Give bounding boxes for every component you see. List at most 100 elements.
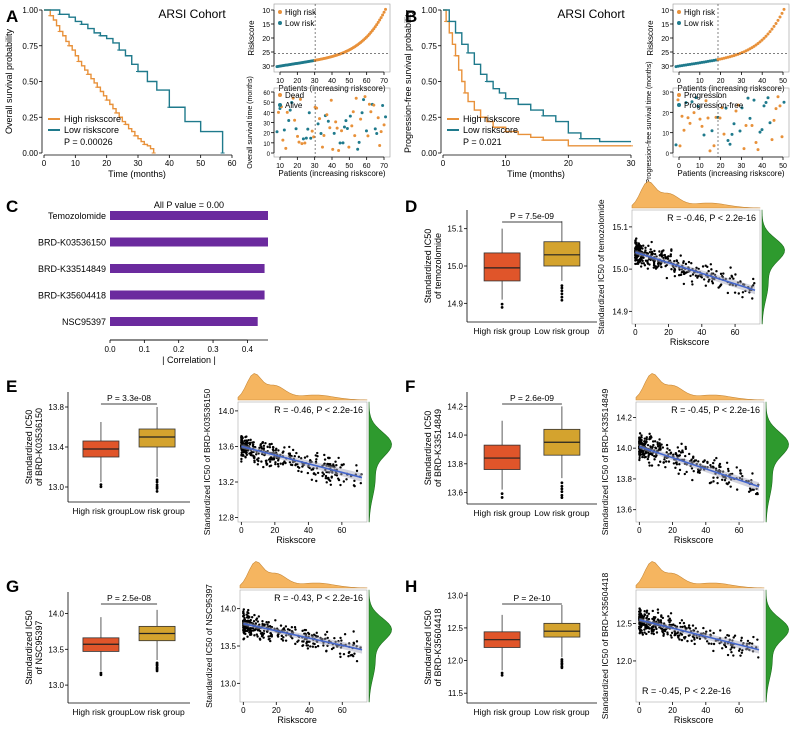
scatter-point — [248, 441, 252, 445]
status-point — [702, 133, 706, 137]
scatter-point — [681, 625, 684, 629]
scatter-point — [261, 622, 264, 626]
status-point — [301, 137, 305, 141]
scatter-point — [661, 629, 664, 633]
scatter-point — [660, 614, 663, 617]
status-point — [284, 146, 288, 150]
scatter-point — [673, 267, 676, 270]
sc-x-label: Riskscore — [276, 535, 316, 545]
scatter-point — [730, 646, 734, 649]
time-x-tick-label: 10 — [276, 163, 284, 170]
scatter-point — [253, 628, 256, 632]
scatter-point — [694, 627, 698, 630]
sc-y-tick-label: 13.6 — [218, 442, 234, 451]
sc-x-tick-label: 40 — [305, 706, 314, 715]
scatter-point — [649, 437, 652, 440]
scatter-point — [260, 460, 263, 463]
scatter-point — [694, 274, 698, 277]
time-x-tick-label: 40 — [758, 163, 766, 170]
scatter-point — [661, 254, 665, 257]
scatter-point — [300, 470, 303, 474]
scatter-point — [647, 617, 651, 621]
scatter-point — [657, 264, 660, 268]
scatter-point — [689, 274, 692, 278]
box-y-label-2: of temozolomide — [433, 233, 443, 299]
scatter-point — [716, 476, 719, 479]
km-y-tick-label: 0.25 — [22, 113, 38, 122]
box-y-tick-label: 11.5 — [448, 689, 464, 698]
panel-letter-C: C — [6, 197, 18, 216]
scatter-point — [255, 453, 258, 456]
km-y-tick-label: 0.50 — [22, 78, 38, 87]
scatter-point — [355, 469, 359, 473]
scatter-point — [648, 464, 651, 467]
legend-high-label: High riskscore — [463, 114, 520, 124]
scatter-point — [654, 625, 657, 629]
status-point — [307, 111, 311, 115]
scatter-point — [268, 624, 272, 628]
scatter-point — [690, 262, 693, 265]
box-p-value: P = 2.6e-09 — [510, 393, 554, 403]
scatter-point — [707, 642, 711, 645]
status-point — [680, 114, 684, 118]
status-point — [322, 133, 326, 137]
scatter-point — [691, 624, 695, 627]
scatter-point — [665, 276, 669, 280]
scatter-point — [712, 642, 716, 646]
status-point — [758, 130, 762, 134]
box-category-label: High risk group — [474, 508, 531, 518]
scatter-point — [645, 609, 649, 612]
time-x-tick-label: 60 — [363, 163, 371, 170]
scatter-point — [673, 270, 676, 274]
scatter-point — [242, 608, 246, 611]
status-point — [688, 121, 692, 125]
status-point — [704, 99, 708, 103]
time-y-tick-label: 50 — [263, 101, 270, 107]
km-p-value: P = 0.021 — [463, 137, 502, 147]
scatter-point — [638, 436, 641, 439]
scatter-point — [277, 449, 280, 452]
sc-y-label: Standardized IC50 of temozolomide — [596, 199, 606, 334]
time-x-tick-label: 30 — [311, 163, 319, 170]
scatter-point — [643, 442, 647, 446]
status-point — [730, 132, 734, 136]
scatter-point — [281, 463, 285, 466]
scatter-point — [350, 653, 354, 657]
scatter-point — [710, 280, 714, 283]
status-point — [326, 119, 330, 123]
cohort-title: ARSI Cohort — [158, 7, 226, 21]
scatter-point — [638, 456, 641, 460]
time-x-tick-label: 50 — [345, 163, 353, 170]
scatter-point — [675, 259, 678, 262]
status-point — [776, 95, 780, 99]
status-point — [756, 148, 760, 152]
scatter-point — [684, 271, 688, 274]
scatter-point — [671, 623, 675, 627]
status-point — [298, 97, 302, 101]
sc-x-tick-label: 20 — [272, 706, 281, 715]
scatter-point — [312, 472, 316, 475]
rs-y-tick-label: 25 — [661, 50, 669, 57]
scatter-point — [727, 481, 731, 484]
scatter-point — [741, 474, 744, 478]
scatter-point — [353, 652, 356, 655]
km-curve-high — [443, 9, 631, 147]
scatter-point — [691, 283, 694, 286]
box-p-value: P = 2e-10 — [514, 593, 551, 603]
scatter-point — [306, 471, 310, 475]
outlier — [155, 478, 159, 482]
box-y-tick-label: 14.0 — [48, 609, 64, 618]
sc-x-tick-label: 40 — [304, 526, 313, 535]
scatter-point — [690, 467, 694, 470]
status-point — [359, 117, 363, 121]
scatter-point — [653, 458, 656, 461]
status-point — [367, 102, 371, 106]
box-y-tick-label: 13.8 — [447, 460, 463, 469]
km-y-tick-label: 0.75 — [22, 42, 38, 51]
status-point — [337, 149, 341, 153]
status-point — [766, 96, 770, 100]
scatter-point — [267, 635, 270, 638]
scatter-point — [645, 437, 648, 441]
scatter-point — [644, 249, 647, 252]
scatter-point — [262, 465, 265, 469]
